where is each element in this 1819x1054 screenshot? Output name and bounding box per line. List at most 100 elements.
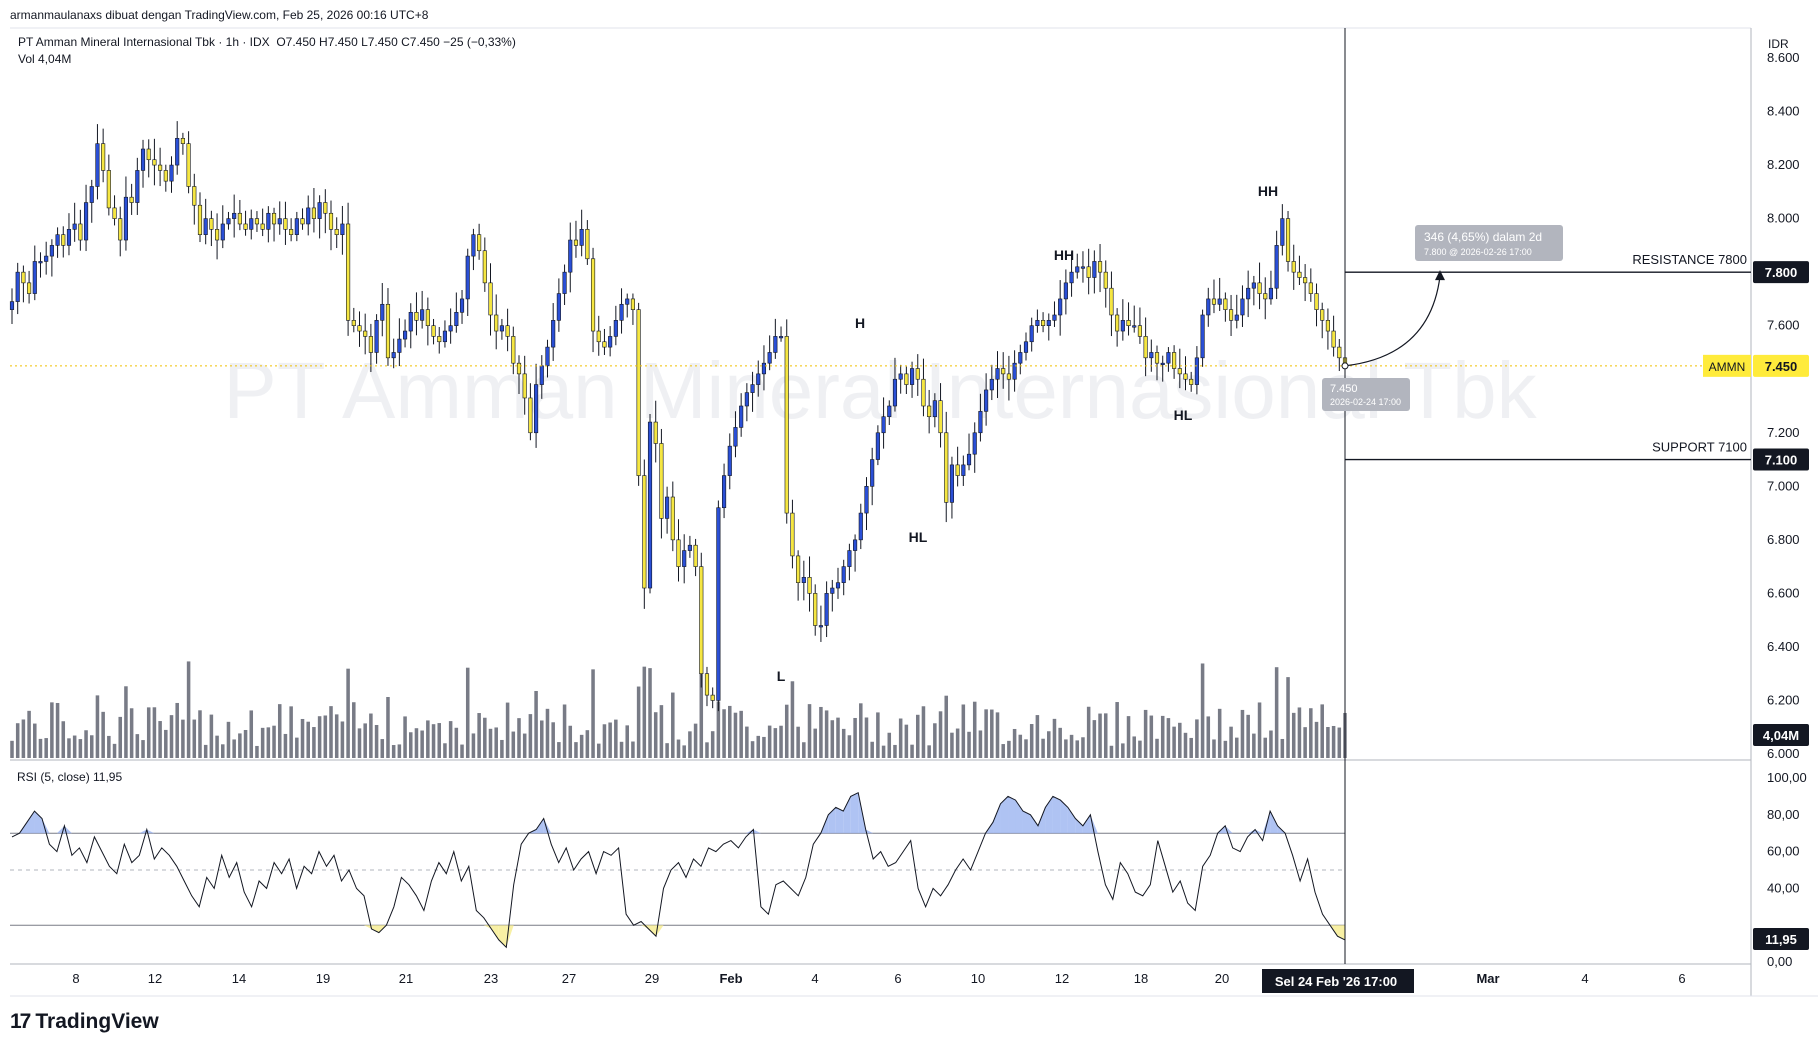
candle-body <box>220 223 225 241</box>
volume-bar <box>807 704 812 758</box>
candle-body <box>682 550 687 567</box>
volume-bar <box>312 727 316 758</box>
rsi-overbought-fill <box>26 811 35 834</box>
volume-bar <box>1155 738 1159 758</box>
resistance-label: RESISTANCE 7800 <box>1632 252 1747 267</box>
rsi-overbought-fill <box>41 818 50 834</box>
candle-body <box>1303 277 1308 284</box>
candle-body <box>1149 352 1154 359</box>
candle-body <box>1063 282 1068 300</box>
rsi-overbought-fill <box>745 829 754 834</box>
candle-body <box>630 298 635 310</box>
volume-bar <box>705 742 709 758</box>
candle-body <box>175 138 180 166</box>
price-tick-label: 6.200 <box>1767 692 1800 707</box>
volume-bar <box>158 721 162 758</box>
volume-bar <box>1098 713 1102 758</box>
candle-body <box>767 352 772 364</box>
candle-body <box>328 212 334 230</box>
candle-body <box>875 432 880 460</box>
candle-body <box>1046 320 1051 326</box>
candle-body <box>209 218 214 230</box>
candle-body <box>796 555 801 583</box>
brand-name: TradingView <box>35 1010 159 1033</box>
candle-body <box>306 207 311 225</box>
rsi-overbought-fill <box>1082 814 1091 834</box>
volume-bar <box>671 692 675 758</box>
candle-body <box>499 325 504 332</box>
candle-body <box>72 223 77 230</box>
volume-bar <box>767 725 772 758</box>
volume-bar <box>836 717 840 758</box>
candle-body <box>801 577 806 583</box>
structure-label: L <box>777 668 786 684</box>
candle-body <box>761 362 767 375</box>
volume-bar <box>1314 721 1319 758</box>
candle-body <box>505 325 510 337</box>
candle-body <box>1154 352 1160 364</box>
candle-body <box>847 550 852 567</box>
candle-body <box>921 378 926 407</box>
candle-body <box>1240 298 1245 316</box>
candle-body <box>334 229 339 235</box>
rsi-overbought-fill <box>843 796 851 834</box>
time-tick-label: 18 <box>1134 971 1148 986</box>
volume-bar <box>898 718 903 758</box>
rsi-tick-label: 40,00 <box>1767 880 1800 895</box>
candle-body <box>317 202 322 219</box>
candle-body <box>704 673 710 696</box>
volume-bar <box>272 725 276 758</box>
time-tick-label: 12 <box>1055 971 1069 986</box>
price-tick-label: 8.600 <box>1767 50 1800 65</box>
candle-body <box>351 320 356 326</box>
volume-bar <box>562 704 567 758</box>
volume-bar <box>796 726 800 758</box>
price-tick-label: 7.200 <box>1767 425 1800 440</box>
volume-bar <box>1206 716 1211 758</box>
candle-body <box>545 346 550 367</box>
volume-bar <box>1126 716 1131 758</box>
volume-bar <box>722 709 726 758</box>
volume-bar <box>585 730 590 758</box>
volume-tag: 4,04M <box>1763 728 1799 743</box>
brand-footer[interactable]: 17 TradingView <box>10 1010 159 1034</box>
volume-bar <box>1029 724 1034 758</box>
candle-body <box>551 320 556 348</box>
volume-bar <box>824 710 829 758</box>
volume-bar <box>1252 733 1256 758</box>
volume-bar <box>300 718 305 758</box>
volume-bar <box>380 739 385 758</box>
volume-bar <box>904 724 909 758</box>
volume-bar <box>853 717 857 758</box>
candle-body <box>186 143 191 187</box>
currency-label[interactable]: IDR <box>1768 37 1789 51</box>
structure-label: HL <box>1174 407 1193 423</box>
volume-bar <box>790 681 795 758</box>
volume-bar <box>1047 731 1051 758</box>
volume-bar <box>277 704 282 758</box>
candle-body <box>887 405 892 418</box>
volume-bar <box>175 702 179 758</box>
volume-bar <box>164 729 168 758</box>
volume-bar <box>1132 736 1136 758</box>
candle-body <box>653 421 658 444</box>
price-tick-label: 6.600 <box>1767 585 1800 600</box>
candle-body <box>152 159 157 166</box>
candle-body <box>1120 320 1125 332</box>
candle-body <box>368 336 373 353</box>
volume-bar <box>887 732 892 758</box>
candle-body <box>813 593 818 626</box>
volume-bar <box>1024 739 1028 758</box>
volume-bar <box>739 710 743 758</box>
candle-body <box>1012 362 1017 380</box>
candle-body <box>693 544 698 567</box>
rsi-overbought-fill <box>1052 796 1061 834</box>
candle-body <box>1291 261 1296 273</box>
candle-body <box>596 330 601 343</box>
volume-bar <box>688 731 692 758</box>
volume-bar <box>1012 728 1017 758</box>
candle-body <box>1115 314 1120 332</box>
candle-body <box>790 512 795 557</box>
ohlc-values: O7.450 H7.450 L7.450 C7.450 −25 (−0,33%) <box>276 35 516 49</box>
